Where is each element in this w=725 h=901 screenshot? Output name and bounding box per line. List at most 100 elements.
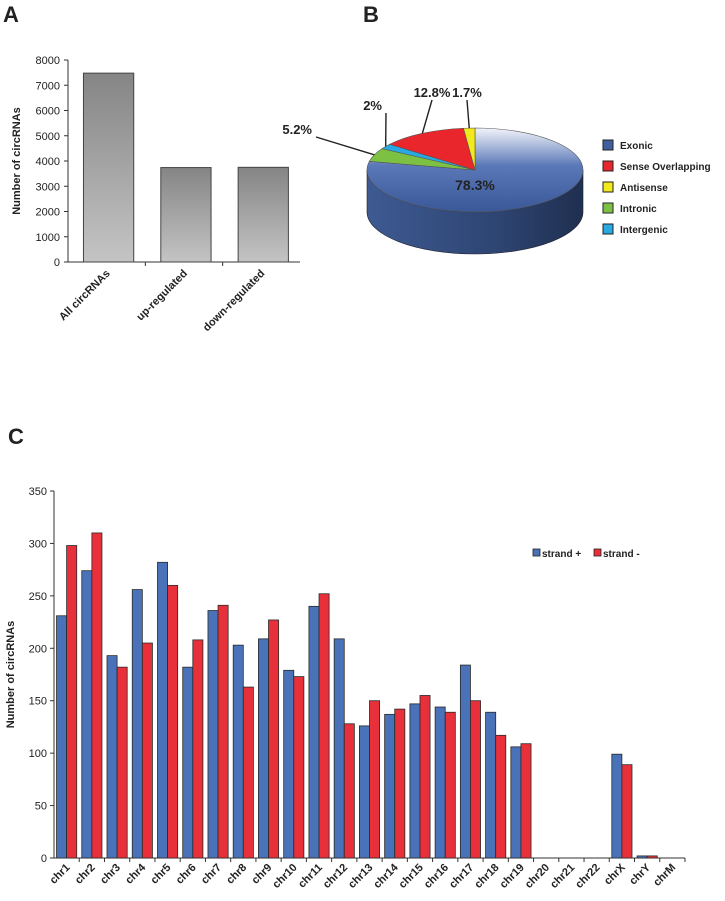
bar-strand-minus xyxy=(370,701,380,858)
bar-strand-plus xyxy=(309,606,319,858)
bar-strand-minus xyxy=(344,724,354,858)
bar-strand-plus xyxy=(460,665,470,858)
x-tick-label: chr15 xyxy=(397,862,426,891)
bar-strand-minus xyxy=(496,735,506,858)
bar-strand-plus xyxy=(511,747,521,858)
y-tick-label: 300 xyxy=(29,538,47,550)
bar-strand-minus xyxy=(67,546,77,858)
x-tick-label: chr17 xyxy=(447,862,476,891)
x-tick-label: chr19 xyxy=(498,862,527,891)
x-tick-label: chr16 xyxy=(422,862,451,891)
x-tick-label: chrM xyxy=(651,862,678,889)
y-tick-label: 50 xyxy=(35,801,47,813)
chart-a: 010002000300040005000600070008000Number … xyxy=(11,55,300,334)
legend-label: Sense Overlapping xyxy=(620,162,711,173)
legend-label: Intronic xyxy=(620,204,657,215)
y-tick-label: 100 xyxy=(29,748,47,760)
legend-label: strand - xyxy=(603,549,640,560)
bar-strand-minus xyxy=(117,667,127,858)
slice-label: 2% xyxy=(363,98,382,113)
bar-strand-minus xyxy=(521,744,531,858)
bar-strand-plus xyxy=(82,571,92,858)
bar-strand-plus xyxy=(486,712,496,858)
y-tick-label: 1000 xyxy=(36,232,60,244)
slice-label: 12.8% xyxy=(414,85,451,100)
x-tick-label: chr3 xyxy=(98,862,123,887)
x-tick-label: chr6 xyxy=(174,862,199,887)
legend-swatch xyxy=(533,549,540,556)
x-tick-label: chr14 xyxy=(371,861,401,891)
y-axis-label: Number of circRNAs xyxy=(11,107,23,215)
legend-label: Antisense xyxy=(620,183,668,194)
y-tick-label: 8000 xyxy=(36,55,60,67)
bar-strand-minus xyxy=(269,620,279,858)
bar-strand-minus xyxy=(92,533,102,858)
bar-strand-minus xyxy=(168,585,178,858)
x-tick-label: chr2 xyxy=(73,862,98,887)
bar-strand-plus xyxy=(637,856,647,858)
y-tick-label: 6000 xyxy=(36,106,60,118)
x-tick-label: chr12 xyxy=(321,862,350,891)
y-tick-label: 7000 xyxy=(36,80,60,92)
panel-label-c: C xyxy=(8,424,24,449)
bar-strand-minus xyxy=(294,677,304,858)
bar-strand-minus xyxy=(142,643,152,858)
bar-strand-minus xyxy=(193,640,203,858)
bar-strand-plus xyxy=(233,645,243,858)
x-tick-label: chrX xyxy=(602,861,628,887)
y-tick-label: 0 xyxy=(41,853,47,865)
bar-strand-plus xyxy=(612,754,622,858)
x-tick-label: chr7 xyxy=(199,862,224,887)
bar xyxy=(161,168,211,262)
y-axis-label: Number of circRNAs xyxy=(5,621,17,729)
y-tick-label: 150 xyxy=(29,696,47,708)
x-tick-label: chr1 xyxy=(48,862,73,887)
bar-strand-minus xyxy=(445,712,455,858)
y-tick-label: 250 xyxy=(29,591,47,603)
bar-strand-minus xyxy=(319,594,329,858)
bar xyxy=(83,73,133,262)
bar-strand-plus xyxy=(183,667,193,858)
x-tick-label: chr8 xyxy=(224,862,249,887)
bar-strand-plus xyxy=(435,707,445,858)
bar-strand-minus xyxy=(470,701,480,858)
leader-line xyxy=(316,137,374,155)
x-tick-label: chr18 xyxy=(472,862,501,891)
bar-strand-plus xyxy=(334,639,344,858)
legend-swatch xyxy=(603,182,613,192)
bar-strand-minus xyxy=(622,765,632,858)
x-tick-label: chrY xyxy=(627,861,653,887)
bar-strand-plus xyxy=(284,670,294,858)
chart-b: 78.3% 12.8%1.7% 5.2% 2% Exonic Sense Overlapp… xyxy=(282,85,710,254)
bar-strand-plus xyxy=(410,704,420,858)
x-tick-label: chr22 xyxy=(573,862,602,891)
y-tick-label: 350 xyxy=(29,486,47,498)
legend-swatch xyxy=(603,203,613,213)
x-tick-label: chr13 xyxy=(346,862,375,891)
y-tick-label: 3000 xyxy=(36,181,60,193)
legend-swatch xyxy=(603,224,613,234)
bar-strand-plus xyxy=(258,639,268,858)
slice-label: 5.2% xyxy=(282,122,312,137)
panel-label-a: A xyxy=(3,2,19,27)
legend-swatch xyxy=(603,161,613,171)
x-tick-label: chr11 xyxy=(296,862,325,891)
x-tick-label: All circRNAs xyxy=(57,268,113,324)
y-tick-label: 200 xyxy=(29,643,47,655)
bar-strand-minus xyxy=(218,605,228,858)
legend-label: Intergenic xyxy=(620,225,668,236)
legend-label: Exonic xyxy=(620,141,653,152)
slice-label: 78.3% xyxy=(455,177,495,193)
bar xyxy=(238,167,288,262)
panel-label-b: B xyxy=(363,2,379,27)
legend-swatch xyxy=(603,140,613,150)
y-tick-label: 0 xyxy=(54,257,60,269)
x-tick-label: chr5 xyxy=(149,862,174,887)
chart-c: 0 50 100 150 200 250 300 350 Number of circRNAs c… xyxy=(5,486,685,891)
x-tick-label: chr10 xyxy=(270,862,299,891)
x-tick-label: chr4 xyxy=(123,861,149,887)
y-tick-label: 5000 xyxy=(36,131,60,143)
x-tick-label: down-regulated xyxy=(201,268,267,334)
slice-label: 1.7% xyxy=(452,85,482,100)
